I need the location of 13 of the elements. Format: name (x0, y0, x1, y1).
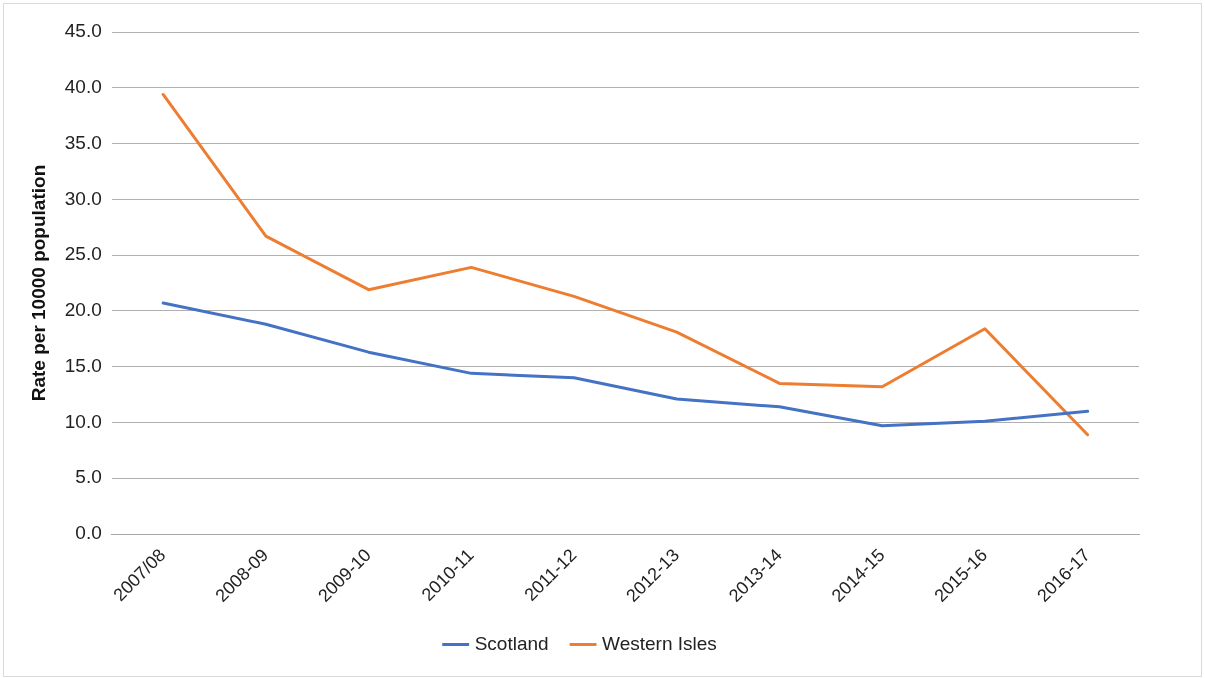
y-tick-label: 20.0 (64, 299, 102, 321)
legend-label: Western Isles (602, 632, 717, 654)
y-tick-label: 5.0 (75, 466, 102, 488)
y-tick-label: 45.0 (64, 20, 102, 42)
y-tick-label: 40.0 (64, 76, 102, 98)
y-tick-label: 0.0 (75, 522, 102, 544)
y-tick-label: 15.0 (64, 354, 102, 376)
y-tick-label: 30.0 (64, 187, 102, 209)
y-tick-label: 10.0 (64, 410, 102, 432)
y-tick-label: 35.0 (64, 131, 102, 153)
y-axis-title: Rate per 10000 population (27, 164, 49, 402)
legend-label: Scotland (474, 632, 549, 654)
y-tick-label: 25.0 (64, 243, 102, 265)
